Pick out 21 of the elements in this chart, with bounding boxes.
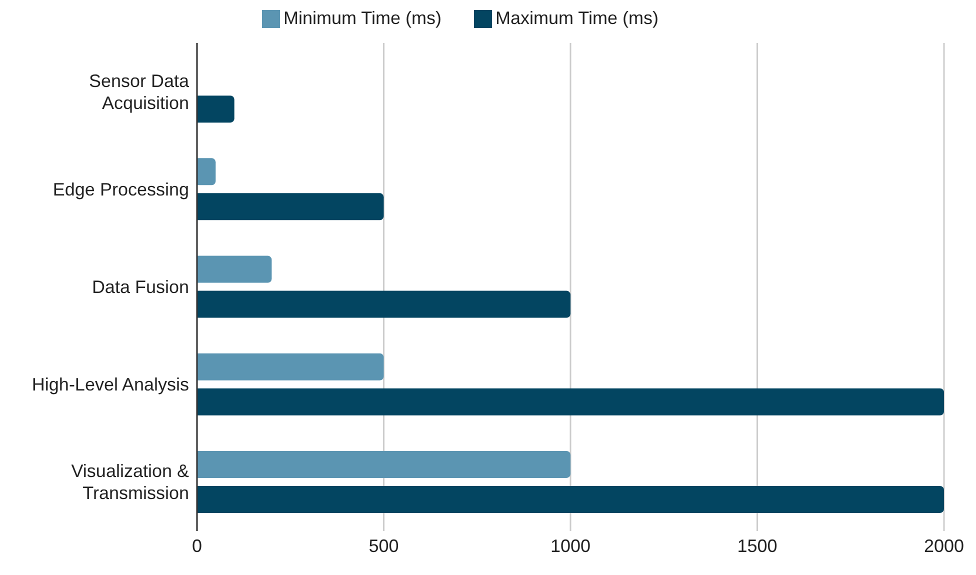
legend-label: Maximum Time (ms): [496, 8, 658, 28]
x-tick-label: 0: [192, 536, 202, 556]
x-tick-label: 500: [368, 536, 399, 556]
y-tick-label: Edge Processing: [52, 179, 189, 200]
bar: [197, 256, 272, 283]
bar: [197, 96, 234, 123]
legend-label: Minimum Time (ms): [284, 8, 442, 28]
bar: [197, 290, 570, 318]
x-tick-label: 1000: [550, 536, 591, 556]
bar: [197, 193, 384, 220]
bar: [197, 486, 944, 513]
x-tick-label: 2000: [924, 536, 964, 556]
y-tick-label: Sensor Data Acquisition: [88, 70, 190, 113]
bar: [197, 353, 384, 380]
bar: [197, 158, 216, 186]
y-tick-label: High-Level Analysis: [32, 374, 189, 395]
y-tick-label: Visualization & Transmission: [71, 461, 189, 504]
x-tick-label: 1500: [737, 536, 778, 556]
y-tick-label: Data Fusion: [92, 277, 189, 297]
bar: [197, 450, 570, 478]
bar: [197, 388, 944, 416]
